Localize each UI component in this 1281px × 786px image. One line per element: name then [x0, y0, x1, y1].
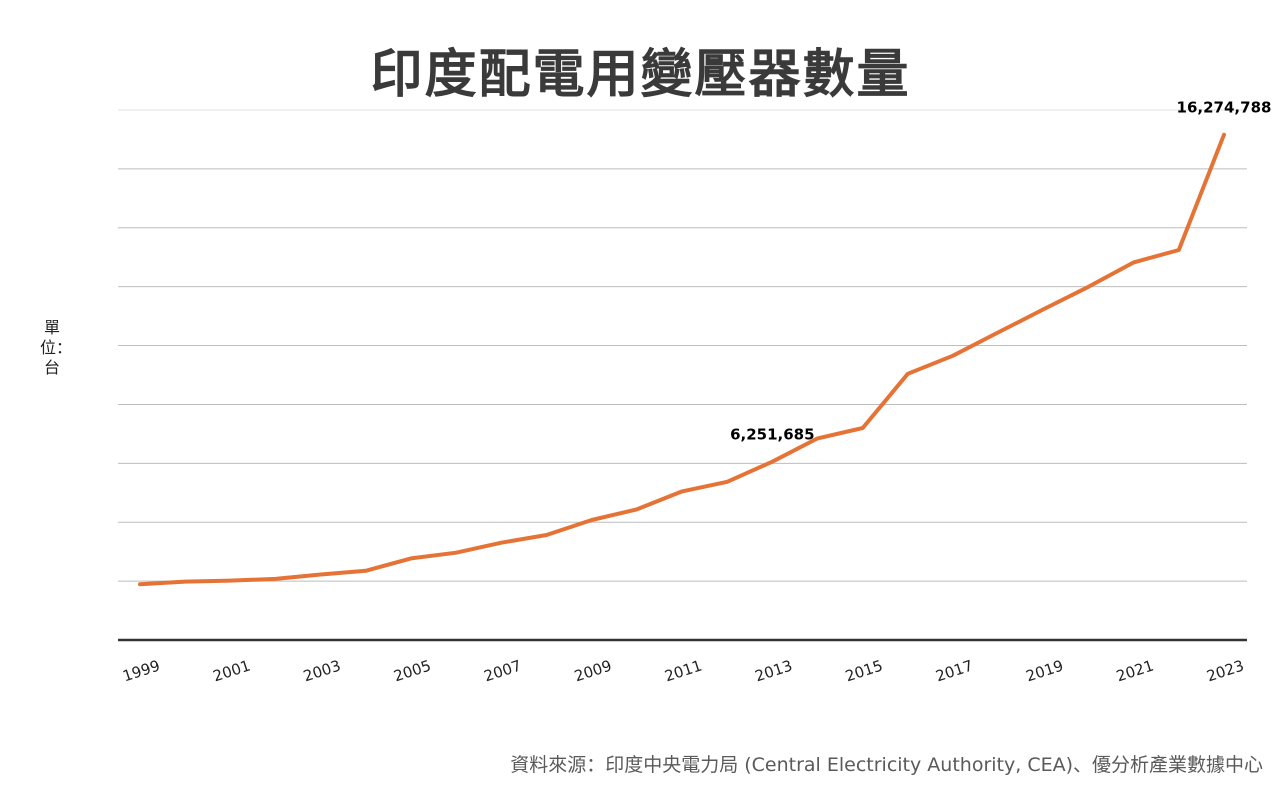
- x-tick-label: 2015: [843, 657, 885, 686]
- x-tick-label: 1999: [120, 657, 162, 686]
- data-labels: 6,251,685 16,274,788: [730, 99, 1271, 444]
- x-tick-label: 2001: [211, 657, 253, 686]
- x-tick-label: 2009: [572, 657, 614, 686]
- x-tick-labels: 1999 2001 2003 2005 2007 2009 2011 2013 2015 2017…: [120, 657, 1246, 686]
- chart-title: 印度配電用變壓器數量: [370, 45, 911, 105]
- x-tick-label: 2011: [662, 657, 704, 686]
- gridlines: [118, 109, 1247, 582]
- source-note: 資料來源：印度中央電力局 (Central Electricity Author…: [510, 754, 1263, 776]
- x-tick-label: 2007: [482, 657, 524, 686]
- x-tick-label: 2017: [933, 657, 975, 686]
- x-tick-label: 2021: [1114, 657, 1156, 686]
- x-tick-label: 2013: [753, 657, 795, 686]
- data-label: 16,274,788: [1177, 99, 1272, 117]
- data-label: 6,251,685: [730, 426, 814, 444]
- x-tick-label: 2003: [301, 657, 343, 686]
- y-axis-unit-label: 單位：台: [40, 318, 73, 377]
- x-tick-label: 2023: [1204, 657, 1246, 686]
- x-tick-label: 2005: [391, 657, 433, 686]
- x-tick-label: 2019: [1024, 657, 1066, 686]
- series-line: [138, 132, 1226, 587]
